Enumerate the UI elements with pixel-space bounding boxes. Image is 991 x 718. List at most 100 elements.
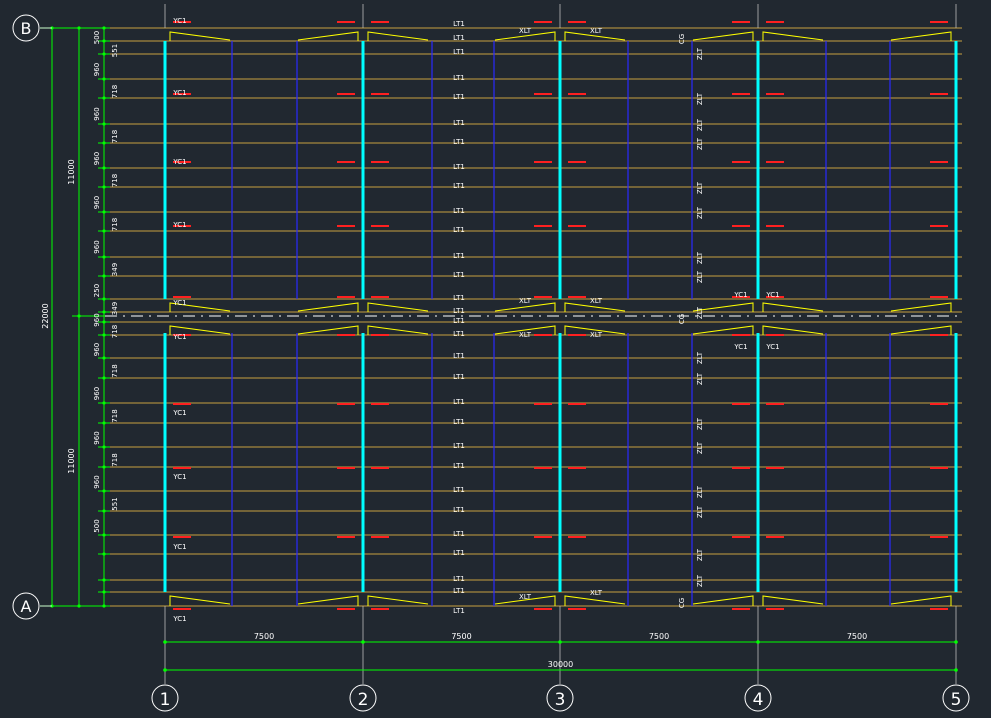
member-label-lt1: LT1 (453, 486, 465, 494)
member-label-lt1: LT1 (453, 271, 465, 279)
member-label-lt1: LT1 (453, 119, 465, 127)
member-label-lt1: LT1 (453, 317, 465, 325)
member-label-lt1: LT1 (453, 138, 465, 146)
dimension-node (102, 552, 106, 556)
member-label-lt1: LT1 (453, 373, 465, 381)
member-label-zlt: ZLT (696, 417, 704, 430)
member-label-zlt: ZLT (696, 505, 704, 518)
member-label-zlt: ZLT (696, 181, 704, 194)
member-label-zlt: ZLT (696, 206, 704, 219)
dimension-node (361, 640, 365, 644)
member-label-zlt: ZLT (696, 485, 704, 498)
dimension-node (102, 356, 106, 360)
dimension-node (756, 640, 760, 644)
brace-line (762, 325, 824, 335)
dimension-node (102, 77, 106, 81)
member-label-yc1: YC1 (172, 543, 186, 551)
axis-label-col: 2 (358, 690, 369, 710)
brace-line (169, 31, 231, 41)
dimension-node (102, 185, 106, 189)
member-label-yc1: YC1 (172, 158, 186, 166)
dim-purlin-spacing: 250 (93, 284, 101, 297)
dimension-node (77, 604, 81, 608)
member-label-lt1: LT1 (453, 462, 465, 470)
dim-purlin-spacing: 960 (93, 475, 101, 488)
member-label-lt1: LT1 (453, 587, 465, 595)
member-label-lt1: LT1 (453, 442, 465, 450)
member-label-lt1: LT1 (453, 207, 465, 215)
member-label-zlt: ZLT (696, 47, 704, 60)
dimension-node (77, 314, 81, 318)
axis-label-col: 3 (555, 690, 566, 710)
member-label-lt1: LT1 (453, 252, 465, 260)
member-label-yc1: YC1 (172, 221, 186, 229)
member-label-zlt: ZLT (696, 574, 704, 587)
dimension-node (102, 96, 106, 100)
dim-purlin-spacing: 960 (93, 152, 101, 165)
dim-purlin-spacing: 960 (93, 240, 101, 253)
brace-line (762, 595, 824, 606)
dimension-node (558, 640, 562, 644)
dim-purlin-spacing: 551 (111, 497, 119, 510)
brace-line (169, 325, 231, 335)
dim-purlin-spacing: 960 (93, 313, 101, 326)
dim-purlin-spacing: 349 (111, 302, 119, 315)
brace-line (564, 595, 626, 606)
dim-purlin-spacing: 718 (111, 409, 119, 422)
member-label-zlt: ZLT (696, 92, 704, 105)
member-label-yc1: YC1 (172, 89, 186, 97)
dim-purlin-spacing: 718 (111, 453, 119, 466)
member-label-xlt: XLT (519, 331, 532, 339)
brace-line (890, 595, 952, 606)
dimension-node (102, 297, 106, 301)
dim-purlin-spacing: 551 (111, 44, 119, 57)
member-label-lt1: LT1 (453, 226, 465, 234)
member-label-zlt: ZLT (696, 118, 704, 131)
brace-line (494, 302, 556, 312)
axis-bubble-col (546, 684, 574, 712)
dimension-node (102, 229, 106, 233)
member-label-cg: CG (678, 598, 686, 608)
member-label-yc1: YC1 (733, 291, 747, 299)
member-label-lt1: LT1 (453, 74, 465, 82)
dim-span: 7500 (847, 632, 867, 641)
brace-line (367, 302, 429, 312)
dim-span: 7500 (254, 632, 274, 641)
axis-label-col: 5 (951, 690, 962, 710)
member-label-yc1: YC1 (172, 615, 186, 623)
member-label-yc1: YC1 (733, 343, 747, 351)
axis-label-row: B (21, 19, 32, 38)
dim-purlin-spacing: 500 (93, 519, 101, 532)
member-label-lt1: LT1 (453, 330, 465, 338)
brace-line (169, 302, 231, 312)
member-label-zlt: ZLT (696, 306, 704, 319)
brace-line (890, 325, 952, 335)
dim-half-height: 11000 (67, 448, 76, 473)
member-label-xlt: XLT (519, 27, 532, 35)
dimension-node (102, 604, 106, 608)
member-label-lt1: LT1 (453, 418, 465, 426)
dimension-node (102, 376, 106, 380)
member-label-xlt: XLT (590, 331, 603, 339)
axis-label-col: 4 (753, 690, 764, 710)
brace-line (494, 595, 556, 606)
dimension-node (102, 533, 106, 537)
dim-half-height: 11000 (67, 159, 76, 184)
brace-line (762, 31, 824, 41)
dim-purlin-spacing: 718 (111, 130, 119, 143)
member-label-lt1: LT1 (453, 163, 465, 171)
brace-line (367, 595, 429, 606)
member-label-zlt: ZLT (696, 372, 704, 385)
dimension-node (102, 52, 106, 56)
brace-line (564, 31, 626, 41)
dimension-node (102, 401, 106, 405)
brace-line (890, 31, 952, 41)
axis-bubble-col (349, 684, 377, 712)
member-label-zlt: ZLT (696, 137, 704, 150)
brace-line (297, 325, 359, 335)
member-label-xlt: XLT (590, 589, 603, 597)
dimension-node (163, 640, 167, 644)
dim-purlin-spacing: 718 (111, 85, 119, 98)
member-label-xlt: XLT (590, 27, 603, 35)
member-label-zlt: ZLT (696, 270, 704, 283)
